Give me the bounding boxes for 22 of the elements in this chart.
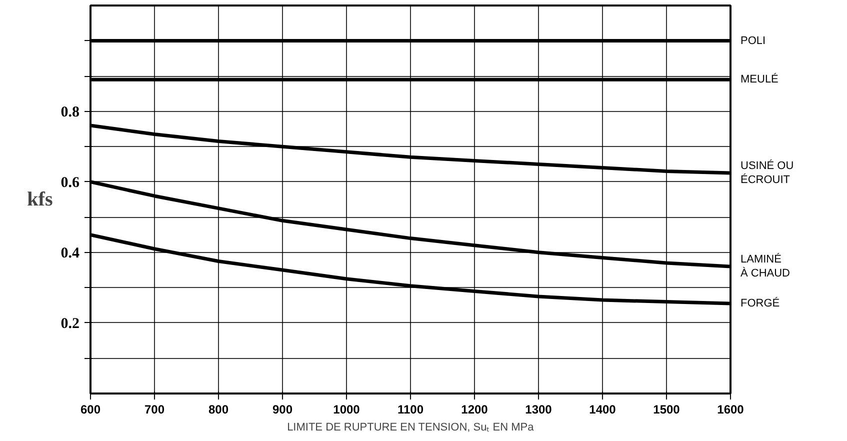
x-tick-label: 1400 (589, 402, 616, 416)
x-tick-label: 1600 (717, 402, 744, 416)
x-tick-label: 700 (144, 402, 165, 416)
x-tick-label: 1000 (333, 402, 360, 416)
x-tick-label: 800 (208, 402, 229, 416)
x-axis-title: LIMITE DE RUPTURE EN TENSION, Suₜ EN MPa (287, 422, 535, 434)
y-tick-label: 0.6 (60, 174, 80, 191)
series-label: FORGÉ (740, 296, 780, 310)
x-tick-label: 1200 (461, 402, 488, 416)
y-tick-label: 0.2 (60, 316, 80, 332)
x-tick-label: 600 (80, 402, 101, 416)
y-axis-title: kfs (27, 188, 53, 210)
y-tick-label: 0.4 (60, 245, 80, 262)
series-label: MEULÉ (740, 72, 778, 86)
x-tick-label: 1100 (397, 402, 424, 416)
x-tick-label: 900 (272, 402, 293, 416)
y-tick-label: 0.8 (60, 104, 80, 120)
x-tick-label: 1500 (653, 402, 680, 416)
series-label: USINÉ OU ÉCROUIT (740, 158, 794, 186)
series-label: POLI (740, 34, 766, 47)
x-tick-label: 1300 (525, 402, 552, 416)
series-label: LAMINÉ À CHAUD (740, 252, 790, 280)
